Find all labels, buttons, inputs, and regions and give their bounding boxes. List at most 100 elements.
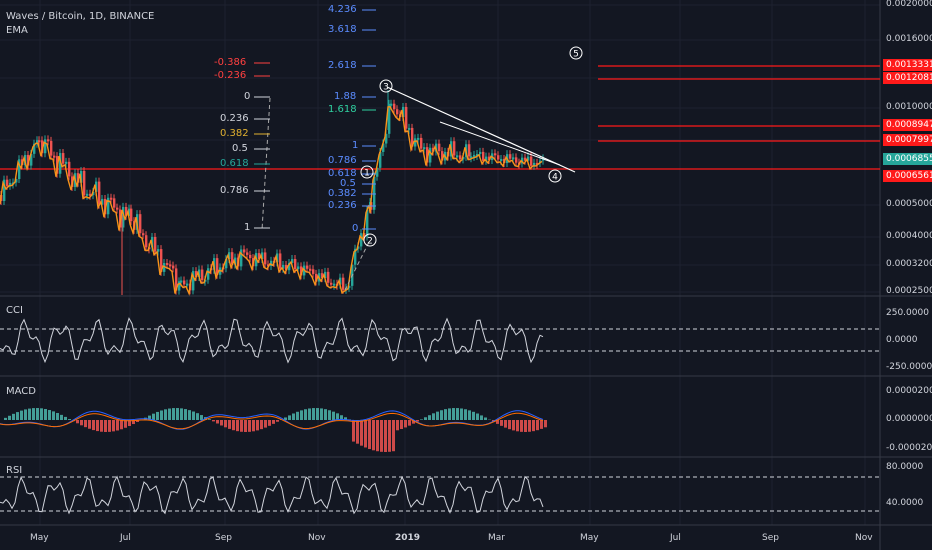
candle-body [186, 283, 189, 286]
macd-bar [460, 408, 463, 420]
candle-body [270, 260, 273, 267]
candle-body [234, 257, 237, 265]
candle-body [315, 273, 318, 282]
candle-body [267, 264, 270, 267]
symbol-title[interactable]: Waves / Bitcoin, 1D, BINANCE [6, 11, 155, 22]
macd-pane[interactable] [0, 408, 547, 452]
price-axis-label: 0.0005000 [886, 199, 932, 209]
wave-circle [548, 169, 562, 183]
candle-body [258, 253, 261, 260]
fib-mid-label: 0.5 [340, 178, 356, 189]
candle-body [479, 151, 482, 154]
candle-body [195, 271, 198, 277]
macd-bar [284, 417, 287, 420]
macd-bar [544, 420, 547, 428]
time-axis-label: Jul [670, 533, 681, 543]
candle-body [309, 268, 312, 271]
macd-bar [292, 413, 295, 420]
candle-body [80, 170, 83, 183]
macd-bar [264, 420, 267, 428]
macd-bar [88, 420, 91, 429]
macd-bar [512, 420, 515, 431]
candle-body [485, 156, 488, 161]
candle-body [438, 143, 441, 152]
candle-body [113, 198, 116, 208]
macd-bar [528, 420, 531, 432]
rsi-pane[interactable] [0, 475, 880, 515]
candle-body [408, 127, 411, 130]
candle-body [462, 156, 465, 160]
macd-bar [268, 420, 271, 426]
macd-bar [536, 420, 539, 431]
macd-bar [416, 420, 419, 422]
candle-body [321, 273, 324, 279]
macd-bar [504, 420, 507, 428]
macd-bar [184, 409, 187, 420]
candle-body [279, 253, 282, 269]
candle-body [515, 157, 518, 163]
candle-body [110, 197, 113, 200]
candle-body [426, 147, 429, 163]
fib-mid-label: 1.618 [328, 104, 357, 115]
candle-body [539, 160, 542, 163]
time-axis-label: Nov [855, 533, 873, 543]
time-axis-label: Jul [120, 533, 131, 543]
time-axis-label: Nov [308, 533, 326, 543]
macd-bar [352, 420, 355, 442]
candle-body [530, 156, 533, 166]
grid [0, 0, 880, 525]
macd-bar [112, 420, 115, 432]
candle-body [527, 156, 530, 161]
wave-label: 2 [367, 237, 373, 247]
macd-bar [484, 417, 487, 420]
fib-left-label: 0.382 [220, 128, 249, 139]
wave-label: 4 [552, 173, 558, 183]
macd-bar [8, 415, 11, 420]
macd-bar [180, 408, 183, 420]
candle-body [151, 236, 154, 248]
candle-body [512, 157, 515, 160]
candle-body [178, 281, 181, 291]
macd-bar [96, 420, 99, 432]
fib-left-label: 0.236 [220, 113, 249, 124]
macd-bar [320, 408, 323, 420]
price-level-lines [0, 65, 880, 170]
fib-mid-label: 3.618 [328, 24, 357, 35]
macd-bar [472, 411, 475, 420]
macd-bar [456, 408, 459, 420]
macd-bar [24, 409, 27, 420]
candle-body [402, 106, 405, 118]
macd-bar [232, 420, 235, 431]
macd-bar [388, 420, 391, 452]
candle-body [166, 263, 169, 266]
candle-body [333, 283, 336, 286]
fib-left-label: -0.236 [214, 70, 247, 81]
candle-body [291, 259, 294, 263]
macd-bar [20, 410, 23, 420]
price-axis-label: 0.0010000 [886, 102, 932, 112]
time-axis-label: Sep [762, 533, 779, 543]
ema-line [0, 105, 543, 296]
macd-bar [356, 420, 359, 444]
fib-left-label: 0.5 [232, 143, 248, 154]
macd-bar [52, 411, 55, 420]
candle-body [125, 206, 128, 216]
price-tag: 0.0006561 [883, 170, 932, 182]
pane-axis-label: 40.0000 [886, 498, 924, 508]
candle-body [243, 249, 246, 253]
fib-mid-label: 0.786 [328, 155, 357, 166]
macd-bar [468, 410, 471, 420]
macd-bar [84, 420, 87, 428]
candle-body [393, 103, 396, 110]
macd-bar [36, 408, 39, 420]
macd-bar [288, 415, 291, 420]
candle-body [435, 143, 438, 152]
indicator-label[interactable]: EMA [6, 25, 28, 36]
fib-connector [344, 239, 371, 291]
macd-bar [304, 409, 307, 420]
upper-trendline [386, 86, 576, 173]
price-tag: 0.0008947 [883, 119, 932, 131]
cci-pane[interactable] [0, 317, 880, 364]
candle-body [453, 141, 456, 156]
